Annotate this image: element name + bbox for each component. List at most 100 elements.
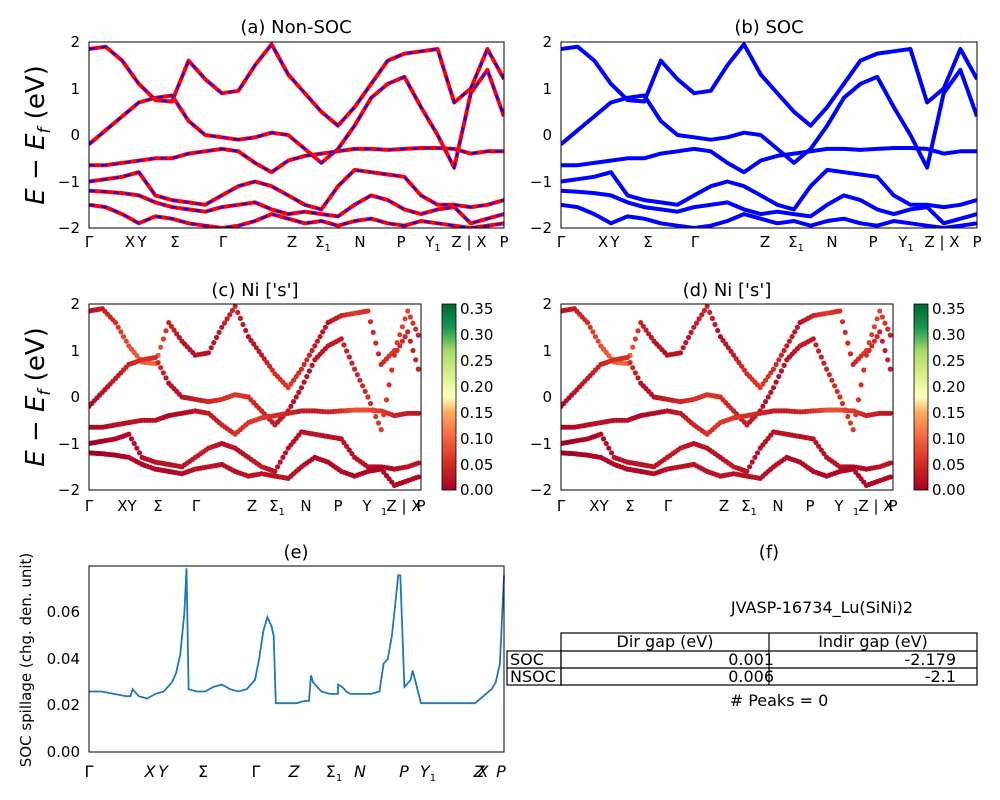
panel-b-yticks: 2 1 0 −1 −2: [530, 33, 552, 237]
kpoint-label: X: [125, 233, 135, 251]
projection-point: [624, 354, 631, 361]
projection-point: [813, 342, 819, 348]
projection-point: [275, 464, 281, 470]
projection-point: [221, 320, 228, 326]
panel-a: (a) Non-SOC 2 1 0 −1 −2 Γ X Y Σ Γ Z Σ1 N…: [58, 17, 509, 254]
projection-point: [776, 373, 782, 380]
projection-point: [786, 338, 793, 344]
projection-point: [415, 474, 421, 480]
projection-point: [365, 394, 371, 400]
projection-point: [648, 334, 654, 341]
kpoint-label: Z: [473, 762, 486, 781]
projection-point: [134, 445, 140, 451]
kpoint-sub: 1: [853, 507, 859, 518]
projection-point: [306, 352, 312, 358]
colorbar-tick: 0.20: [932, 378, 965, 396]
projection-point: [632, 336, 639, 342]
kpoint-label: X: [598, 233, 608, 251]
colorbar-c-gradient: [441, 303, 457, 491]
ylabel-energy-mid: E − Ef (eV): [21, 327, 55, 467]
colorbar-tick: 0.25: [932, 352, 965, 370]
kpoint-label: Y1: [420, 762, 436, 784]
projection-point: [219, 324, 225, 330]
projection-point: [171, 327, 177, 333]
colorbar-tick: 0.00: [460, 481, 493, 499]
colorbar-tick: 0.35: [932, 300, 965, 318]
projection-point: [776, 357, 782, 363]
projection-point: [887, 474, 893, 480]
panel-c-ytick: 1: [70, 342, 80, 360]
projection-point: [136, 450, 143, 456]
colorbar-tick: 0.10: [460, 430, 493, 448]
projection-point: [304, 357, 310, 363]
kpoint-label: N: [772, 497, 783, 515]
projection-point: [839, 319, 846, 325]
projection-point: [290, 377, 297, 383]
projection-point: [245, 334, 251, 340]
panel-c-xticks: Γ XY Σ Γ Z Σ1 N P Y 1 Z | X P: [85, 497, 426, 518]
projection-point: [397, 343, 403, 349]
panel-c-ytick: −2: [58, 481, 80, 499]
projection-point: [405, 308, 411, 314]
projection-point: [415, 366, 421, 372]
projection-point: [301, 379, 307, 385]
kpoint-label: N: [826, 233, 837, 251]
kpoint-label: Σ: [170, 233, 179, 251]
projection-point: [277, 459, 283, 465]
projection-point: [267, 363, 273, 369]
kpoint-label: N: [354, 762, 366, 781]
projection-point: [590, 329, 596, 335]
projection-point: [346, 447, 352, 453]
projection-point: [322, 324, 328, 330]
band-nonsoc-2: [89, 146, 504, 175]
projection-point: [760, 403, 766, 409]
projection-point: [885, 357, 891, 363]
projection-point: [739, 363, 745, 369]
projection-point: [749, 459, 755, 465]
projection-point: [770, 385, 777, 391]
projection-point: [237, 315, 243, 321]
projection-point: [821, 360, 827, 366]
panel-a-ytick: −2: [58, 219, 80, 237]
projection-point: [208, 345, 214, 351]
projection-point: [600, 436, 607, 442]
panel-b-ytick: −2: [530, 219, 552, 237]
projection-point: [288, 381, 294, 387]
panel-e: (e) 0.00 0.02 0.04 0.06 SOC spillage (ch…: [17, 542, 506, 784]
colorbar-c: 0.35 0.30 0.25 0.20 0.15 0.10 0.05 0.00: [441, 300, 493, 499]
projection-point: [168, 323, 174, 329]
kpoint-label: P: [499, 233, 508, 251]
projection-point: [410, 347, 416, 354]
panel-c-frame: [88, 303, 422, 491]
projection-point: [587, 324, 593, 330]
kpoint-label: Y: [158, 762, 169, 781]
projection-point: [712, 321, 718, 328]
projection-point: [829, 377, 835, 383]
panel-d-ytick: −2: [530, 481, 552, 499]
colorbar-tick: 0.10: [932, 430, 965, 448]
projection-point: [399, 338, 405, 344]
projection-point: [818, 354, 824, 360]
band-soc-4: [561, 188, 977, 226]
header-dir-gap: Dir gap (eV): [617, 632, 714, 651]
projection-point: [365, 308, 371, 314]
projection-point: [391, 352, 397, 358]
projection-point: [871, 324, 878, 330]
projection-point: [768, 370, 774, 376]
kpoint-label: Γ: [85, 762, 94, 781]
projection-point: [707, 309, 713, 315]
projection-point: [158, 344, 164, 350]
projection-point: [842, 329, 848, 335]
projection-point: [887, 410, 893, 416]
panel-a-frame: [88, 41, 505, 229]
projection-point: [288, 403, 294, 409]
projection-point: [344, 443, 350, 449]
projection-point: [338, 436, 344, 442]
colorbar-tick: 0.30: [932, 326, 965, 344]
panel-d-frame: [560, 303, 894, 491]
header-indir-gap: Indir gap (eV): [818, 632, 928, 651]
panel-d-ytick: 2: [542, 295, 552, 313]
table-rowlabels: [506, 650, 562, 686]
projection-point: [606, 445, 612, 451]
row-label-nsoc: NSOC: [510, 667, 556, 686]
